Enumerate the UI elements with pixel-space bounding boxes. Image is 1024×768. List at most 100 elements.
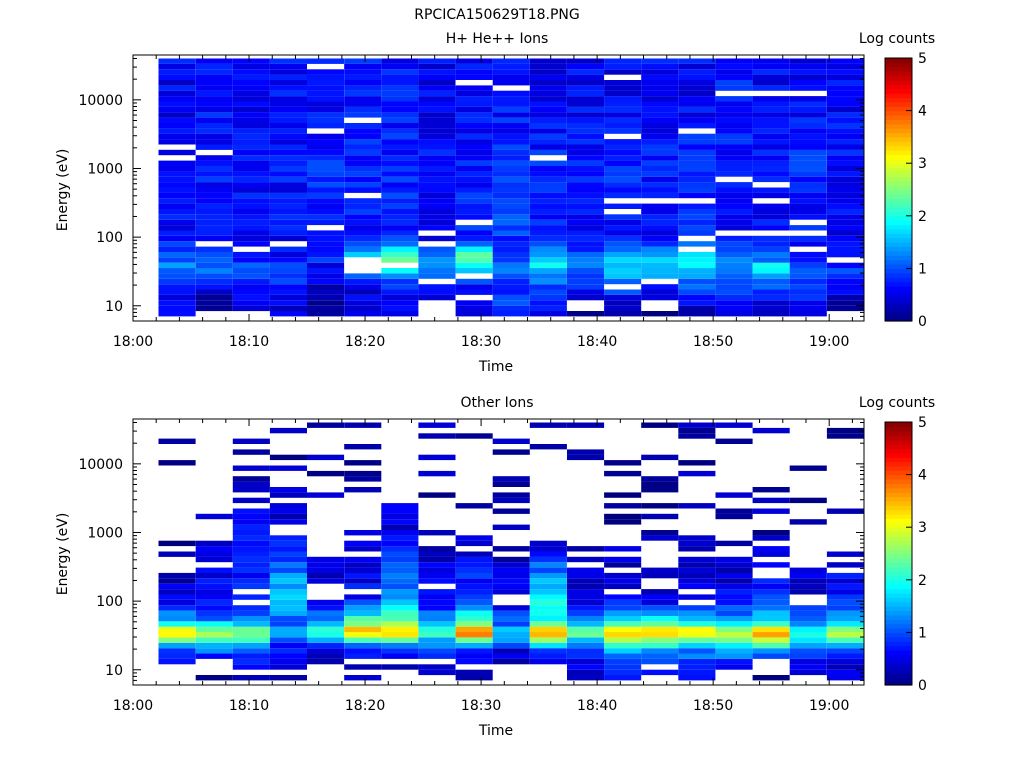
colorbar-swatch (885, 294, 912, 300)
heatmap-cell (269, 149, 307, 156)
heatmap-cell (604, 460, 642, 466)
colorbar-swatch (885, 505, 912, 511)
heatmap-cell (269, 610, 307, 616)
heatmap-cell (604, 176, 642, 183)
figure-title: RPCICA150629T18.PNG (414, 7, 579, 23)
heatmap-cell (789, 289, 827, 295)
heatmap-cell (269, 63, 307, 70)
heatmap-cell (604, 241, 642, 247)
heatmap-cell (492, 284, 530, 290)
heatmap-cell (344, 540, 382, 547)
heatmap-cell (158, 626, 196, 633)
heatmap-cell (641, 85, 679, 91)
heatmap-cell (789, 637, 827, 643)
heatmap-cell (567, 648, 605, 654)
heatmap-cell (752, 300, 790, 306)
colorbar-swatch (885, 237, 912, 243)
colorbar-swatch (885, 150, 912, 156)
heatmap-cell (567, 182, 605, 188)
heatmap-cell (826, 230, 864, 236)
heatmap-cell (604, 246, 642, 252)
heatmap-cell (158, 241, 196, 247)
heatmap-cell (418, 182, 456, 188)
heatmap-cell (232, 187, 270, 193)
heatmap-cell (715, 615, 753, 622)
heatmap-cell (455, 589, 493, 595)
heatmap-cell (158, 90, 196, 97)
colorbar-swatch (885, 220, 912, 226)
heatmap-cell (752, 149, 790, 156)
heatmap-cell (641, 262, 679, 269)
heatmap-cell (381, 182, 419, 188)
colorbar-swatch (885, 268, 912, 274)
heatmap-cell (752, 497, 790, 504)
heatmap-cell (455, 675, 493, 681)
heatmap-cell (418, 139, 456, 145)
heatmap-cell (195, 273, 233, 279)
heatmap-cell (492, 449, 530, 455)
heatmap-cell (641, 80, 679, 86)
colorbar-swatch (885, 264, 912, 269)
heatmap-cell (307, 214, 345, 220)
heatmap-cell (789, 278, 827, 285)
heatmap-cell (269, 128, 307, 134)
heatmap-cell (678, 433, 716, 439)
heatmap-cell (232, 540, 270, 547)
heatmap-cell (678, 214, 716, 220)
heatmap-cell (715, 540, 753, 547)
heatmap-cell (269, 311, 307, 317)
heatmap-cell (195, 605, 233, 611)
heatmap-cell (158, 284, 196, 290)
colorbar-tick-label: 4 (918, 468, 927, 484)
heatmap-cell (678, 203, 716, 209)
heatmap-cell (381, 594, 419, 600)
heatmap-cell (604, 219, 642, 226)
heatmap-cell (826, 551, 864, 557)
heatmap-cell (269, 155, 307, 161)
heatmap-cell (715, 241, 753, 247)
heatmap-cell (567, 572, 605, 579)
heatmap-cell (269, 96, 307, 102)
colorbar-swatch (885, 443, 912, 449)
heatmap-cell (195, 74, 233, 80)
heatmap-cell (269, 637, 307, 643)
heatmap-cell (641, 594, 679, 600)
heatmap-cell (641, 176, 679, 183)
heatmap-cell (567, 85, 605, 91)
heatmap-cell (752, 214, 790, 220)
heatmap-cell (529, 106, 567, 113)
heatmap-cell (492, 192, 530, 199)
heatmap-cell (344, 305, 382, 312)
heatmap-cell (455, 69, 493, 75)
heatmap-cell (232, 123, 270, 129)
heatmap-cell (678, 160, 716, 166)
heatmap-cell (269, 546, 307, 552)
colorbar-swatch (885, 457, 912, 463)
heatmap-cell (492, 230, 530, 236)
heatmap-cell (567, 225, 605, 231)
heatmap-cell (269, 551, 307, 557)
heatmap-cell (752, 278, 790, 285)
heatmap-cells (158, 422, 864, 681)
heatmap-cell (604, 503, 642, 509)
colorbar-swatch (885, 487, 912, 493)
heatmap-cell (826, 664, 864, 670)
heatmap-cell (381, 90, 419, 97)
heatmap-cell (567, 246, 605, 252)
heatmap-cell (307, 294, 345, 301)
x-tick-label: 18:00 (113, 698, 153, 714)
heatmap-cell (789, 583, 827, 590)
heatmap-cell (195, 556, 233, 563)
heatmap-cell (678, 540, 716, 547)
heatmap-cell (789, 171, 827, 177)
heatmap-cell (641, 251, 679, 258)
heatmap-cell (195, 187, 233, 193)
heatmap-cell (641, 187, 679, 193)
heatmap-cell (269, 198, 307, 204)
heatmap-cell (604, 632, 642, 638)
heatmap-cell (381, 208, 419, 215)
heatmap-cell (678, 225, 716, 231)
heatmap-cell (529, 58, 567, 64)
heatmap-cell (269, 642, 307, 649)
heatmap-cell (604, 187, 642, 193)
